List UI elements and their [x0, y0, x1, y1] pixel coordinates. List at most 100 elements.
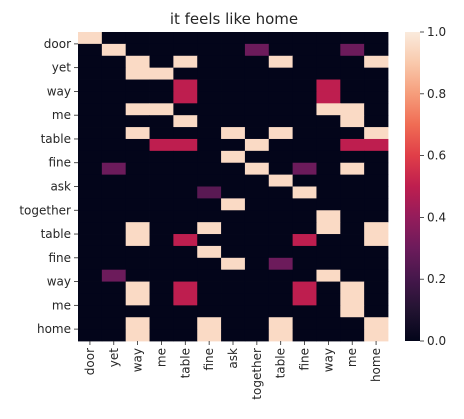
heatmap-cell — [150, 187, 174, 199]
heatmap-cell — [316, 293, 340, 305]
heatmap-cell — [245, 175, 269, 187]
heatmap-cell — [364, 151, 388, 163]
heatmap-cell — [269, 163, 293, 175]
heatmap-cell — [293, 91, 317, 103]
heatmap-cell — [150, 305, 174, 317]
heatmap-cell — [364, 32, 388, 44]
heatmap-cell — [221, 163, 245, 175]
heatmap-cell — [221, 80, 245, 92]
colorbar — [405, 32, 420, 341]
heatmap-cell — [150, 258, 174, 270]
heatmap-cell — [221, 56, 245, 68]
heatmap-cell — [269, 198, 293, 210]
heatmap-cell — [340, 163, 364, 175]
heatmap-cell — [269, 305, 293, 317]
y-tick-label: door — [44, 37, 71, 51]
heatmap-cell — [340, 305, 364, 317]
colorbar-tick-label: 1.0 — [427, 25, 446, 39]
y-tick-label: table — [41, 132, 71, 146]
heatmap-cell — [78, 305, 102, 317]
heatmap-cell — [150, 44, 174, 56]
heatmap-cell — [293, 32, 317, 44]
heatmap-cell — [364, 80, 388, 92]
y-tick-label: ask — [50, 180, 71, 194]
heatmap-cell — [364, 246, 388, 258]
heatmap-cell — [150, 293, 174, 305]
heatmap-cell — [221, 329, 245, 341]
heatmap-cell — [269, 115, 293, 127]
heatmap-cell — [197, 103, 221, 115]
heatmap-cell — [316, 282, 340, 294]
heatmap-cell — [340, 329, 364, 341]
heatmap-cell — [245, 103, 269, 115]
heatmap-cell — [245, 222, 269, 234]
heatmap-cell — [173, 246, 197, 258]
heatmap-cell — [197, 270, 221, 282]
y-tick-label: table — [41, 227, 71, 241]
heatmap-cell — [221, 44, 245, 56]
heatmap-cell — [316, 80, 340, 92]
heatmap-cell — [197, 56, 221, 68]
y-tick-label: together — [19, 203, 71, 217]
heatmap-cell — [316, 234, 340, 246]
heatmap-cell — [316, 175, 340, 187]
x-tick-label: table — [178, 348, 192, 378]
heatmap-cell — [316, 115, 340, 127]
heatmap-cell — [126, 305, 150, 317]
heatmap-cell — [197, 151, 221, 163]
heatmap-cell — [173, 282, 197, 294]
heatmap-cell — [150, 115, 174, 127]
heatmap-cell — [364, 282, 388, 294]
heatmap-cell — [102, 139, 126, 151]
heatmap-cell — [245, 282, 269, 294]
heatmap-cell — [197, 127, 221, 139]
y-tick-label: way — [47, 84, 71, 98]
heatmap-cell — [126, 91, 150, 103]
heatmap-cell — [126, 175, 150, 187]
heatmap-cell — [221, 91, 245, 103]
heatmap-cell — [221, 305, 245, 317]
heatmap-cell — [340, 234, 364, 246]
heatmap-cell — [269, 68, 293, 80]
heatmap-cell — [197, 305, 221, 317]
colorbar-tick-label: 0.6 — [427, 149, 446, 163]
heatmap-cell — [173, 270, 197, 282]
heatmap-cell — [340, 68, 364, 80]
heatmap-cell — [245, 80, 269, 92]
heatmap-cell — [102, 115, 126, 127]
heatmap-cell — [293, 115, 317, 127]
heatmap-cell — [269, 32, 293, 44]
heatmap-cell — [102, 210, 126, 222]
heatmap-cell — [293, 80, 317, 92]
heatmap-cell — [269, 317, 293, 329]
heatmap-cell — [173, 305, 197, 317]
heatmap-cell — [221, 210, 245, 222]
heatmap-cell — [126, 56, 150, 68]
heatmap-cell — [364, 139, 388, 151]
heatmap-cell — [173, 80, 197, 92]
heatmap-cell — [173, 127, 197, 139]
heatmap-cell — [126, 115, 150, 127]
x-tick-label: ask — [226, 348, 240, 369]
heatmap-cell — [197, 68, 221, 80]
heatmap-cell — [126, 210, 150, 222]
heatmap-cell — [364, 222, 388, 234]
heatmap-cell — [293, 234, 317, 246]
heatmap-cell — [197, 91, 221, 103]
heatmap-cell — [340, 127, 364, 139]
heatmap-cell — [173, 317, 197, 329]
heatmap-cell — [126, 163, 150, 175]
heatmap-cell — [221, 246, 245, 258]
heatmap-cell — [221, 115, 245, 127]
heatmap-cell — [102, 163, 126, 175]
x-tick-label: me — [154, 348, 168, 367]
heatmap-cell — [197, 32, 221, 44]
heatmap-cell — [173, 151, 197, 163]
heatmap-cell — [269, 246, 293, 258]
heatmap-cell — [150, 222, 174, 234]
heatmap-cell — [126, 258, 150, 270]
heatmap-cell — [269, 210, 293, 222]
heatmap-cell — [150, 91, 174, 103]
heatmap-cell — [102, 56, 126, 68]
heatmap-cell — [364, 234, 388, 246]
